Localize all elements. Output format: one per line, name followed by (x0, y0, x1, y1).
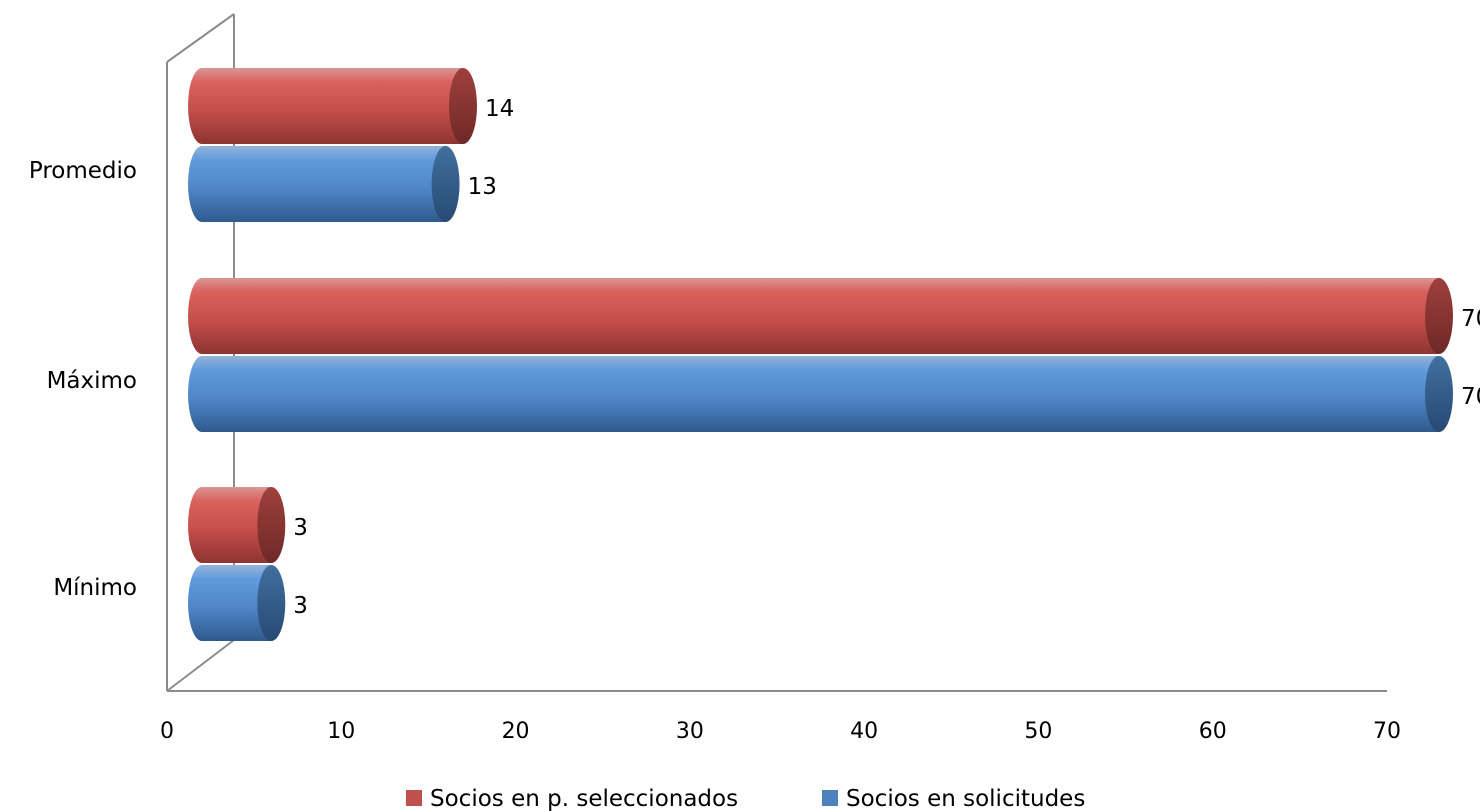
bar-body-s1-c1 (188, 356, 1439, 432)
legend-item-1: Socios en solicitudes (822, 786, 1085, 811)
bar-cap-s1-c0 (431, 146, 460, 222)
data-label-s1-c1: 70 (1461, 384, 1480, 410)
side-wall-top-edge (166, 13, 235, 63)
category-label-1: Máximo (47, 368, 137, 394)
legend: Socios en p. seleccionados Socios en soli… (406, 786, 1085, 811)
bar-body-s1-c0 (188, 146, 446, 222)
bar-s1-c0 (188, 146, 460, 222)
legend-item-0: Socios en p. seleccionados (406, 786, 738, 811)
legend-swatch-1 (822, 790, 838, 806)
x-tick-label-4: 40 (850, 719, 878, 744)
category-label-0: Promedio (29, 158, 137, 184)
bar-s0-c0 (188, 68, 477, 144)
data-label-s0-c1: 70 (1461, 306, 1480, 332)
bar-cap-s0-c0 (449, 68, 477, 144)
x-tick-label-6: 60 (1199, 719, 1227, 744)
x-tick-label-7: 70 (1373, 719, 1401, 744)
bar-body-s0-c0 (188, 68, 463, 144)
x-tick-label-1: 10 (327, 719, 355, 744)
x-tick-label-3: 30 (676, 719, 704, 744)
category-label-2: Mínimo (53, 575, 137, 601)
bars (188, 68, 1453, 641)
bar-cap-s1-c2 (257, 565, 286, 641)
x-tick-label-2: 20 (502, 719, 530, 744)
bar-cap-s1-c1 (1425, 356, 1453, 432)
bar-body-s1-c2 (188, 565, 272, 641)
data-label-s1-c0: 13 (468, 174, 497, 200)
bar-cap-s0-c2 (257, 487, 286, 563)
bar-s0-c1 (188, 278, 1453, 354)
category-labels: Promedio Máximo Mínimo (29, 158, 137, 601)
bar-cap-s0-c1 (1425, 278, 1453, 354)
data-labels: 14 70 3 13 70 3 (293, 96, 1480, 619)
legend-swatch-0 (406, 790, 422, 806)
x-tick-label-5: 50 (1024, 719, 1052, 744)
bar-body-s0-c2 (188, 487, 272, 563)
x-axis-ticks: 0 10 20 30 40 50 60 70 (160, 719, 1401, 744)
data-label-s1-c2: 3 (293, 593, 308, 619)
bar-s0-c2 (188, 487, 286, 563)
bar-body-s0-c1 (188, 278, 1440, 354)
bar-s1-c1 (188, 356, 1453, 432)
data-label-s0-c2: 3 (293, 515, 308, 541)
legend-label-0: Socios en p. seleccionados (430, 786, 738, 811)
x-tick-label-0: 0 (160, 719, 174, 744)
data-label-s0-c0: 14 (485, 96, 514, 122)
bar-s1-c2 (188, 565, 286, 641)
legend-label-1: Socios en solicitudes (846, 786, 1085, 811)
floor-depth-edge (166, 639, 235, 692)
